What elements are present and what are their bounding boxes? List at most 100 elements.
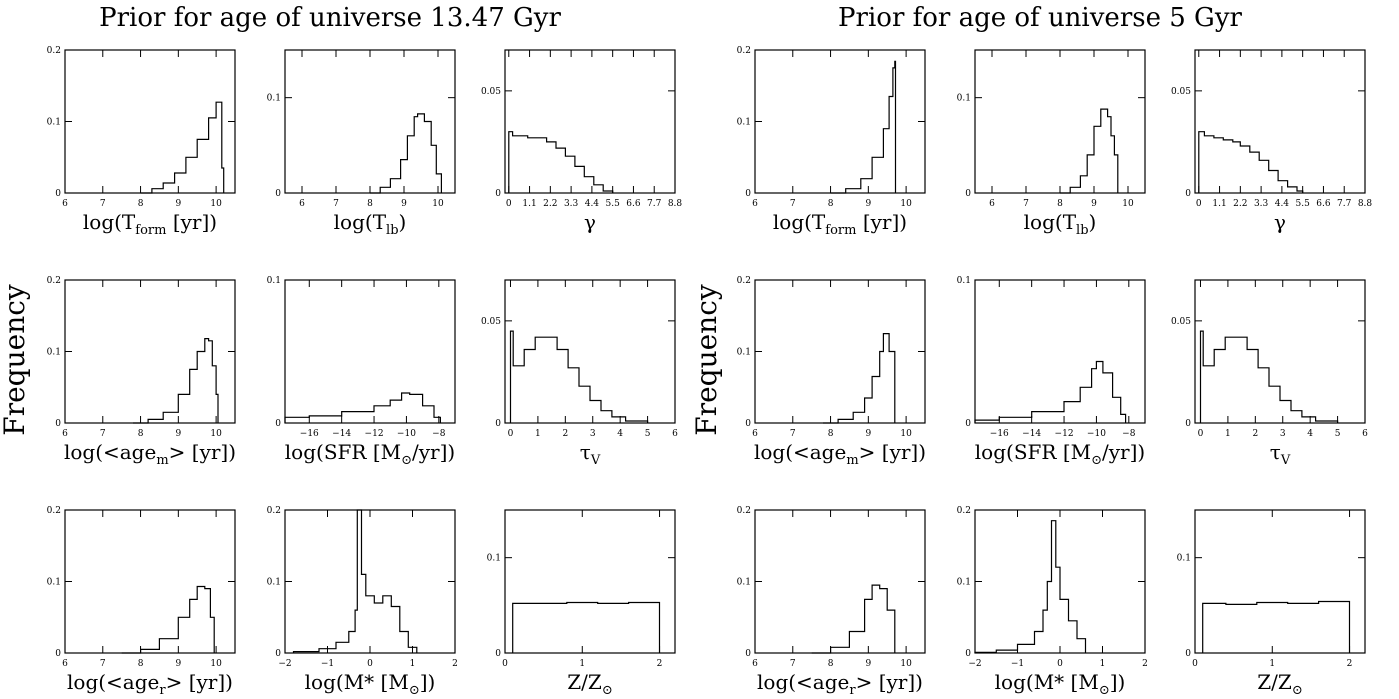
x-tick-label: 2.2 <box>543 199 557 209</box>
histogram-panel: 0 0.1 6 7 8 9 10 log(Tlb​) <box>267 49 456 238</box>
y-tick-label: 0 <box>495 649 501 659</box>
x-tick-label: 3 <box>1280 429 1286 439</box>
y-tick-label: 0 <box>965 189 971 199</box>
x-tick-label: 2 <box>452 659 458 669</box>
x-tick-label: 4.4 <box>1275 199 1290 209</box>
y-tick-label: 0.1 <box>1177 554 1191 564</box>
x-axis-label: log(Tlb​) <box>1024 210 1097 238</box>
y-tick-label: 0.1 <box>267 276 281 286</box>
y-tick-label: 0 <box>965 649 971 659</box>
x-axis-label: log(<agem​> [yr]) <box>754 440 926 468</box>
x-axis-label: log(<agem​> [yr]) <box>64 440 236 468</box>
x-tick-label: 2 <box>1347 659 1353 669</box>
x-tick-label: 9 <box>175 659 181 669</box>
histogram-series <box>1199 330 1339 423</box>
x-tick-label: −12 <box>365 429 384 439</box>
plot-frame <box>754 49 926 194</box>
x-axis-label: Z/Z⊙​ <box>567 670 612 698</box>
x-axis-label: log(<ager​> [yr]) <box>67 670 233 698</box>
x-tick-label: 9 <box>865 659 871 669</box>
x-tick-label: 0 <box>1192 659 1198 669</box>
x-tick-label: 7 <box>790 659 796 669</box>
y-tick-label: 0.05 <box>481 317 501 327</box>
y-tick-label: 0.1 <box>47 348 61 358</box>
y-tick-label: 0.1 <box>957 94 971 104</box>
x-tick-label: 6 <box>299 199 305 209</box>
plot-frame <box>64 279 236 424</box>
x-tick-label: 4 <box>617 429 623 439</box>
x-tick-label: 5 <box>1335 429 1341 439</box>
x-tick-label: 10 <box>900 429 912 439</box>
x-tick-label: 8.8 <box>668 199 683 209</box>
x-tick-label: 2 <box>1252 429 1258 439</box>
x-tick-label: 8 <box>138 659 144 669</box>
x-tick-label: 9 <box>401 199 407 209</box>
x-tick-label: −1 <box>321 659 334 669</box>
y-tick-label: 0.1 <box>47 118 61 128</box>
x-tick-label: 8.8 <box>1358 199 1373 209</box>
x-tick-label: 6 <box>62 429 68 439</box>
x-tick-label: 1 <box>1100 659 1106 669</box>
x-tick-label: −10 <box>1087 429 1106 439</box>
y-tick-label: 0.1 <box>47 578 61 588</box>
x-tick-label: 10 <box>1122 199 1134 209</box>
x-tick-label: 2 <box>1142 659 1148 669</box>
y-tick-label: 0.1 <box>737 578 751 588</box>
y-tick-label: 0.2 <box>47 46 61 56</box>
plot-frame <box>1194 509 1366 654</box>
histogram-series <box>512 601 661 653</box>
histogram-panel: 0 0.1 0 1 2 Z/Z⊙​ <box>487 509 676 698</box>
x-tick-label: 8 <box>138 429 144 439</box>
x-tick-label: 1 <box>410 659 416 669</box>
histogram-panel: 0 0.1 0 1 2 Z/Z⊙​ <box>1177 509 1366 698</box>
x-tick-label: 1 <box>1269 659 1275 669</box>
plot-frame <box>974 49 1146 194</box>
x-tick-label: 10 <box>210 429 222 439</box>
x-tick-label: 7 <box>100 199 106 209</box>
plot-frame <box>504 279 676 424</box>
x-tick-label: 6.6 <box>626 199 641 209</box>
x-tick-label: −16 <box>990 429 1009 439</box>
left-title: Prior for age of universe 13.47 Gyr <box>99 3 561 33</box>
x-tick-label: 0 <box>502 659 508 669</box>
y-tick-label: 0 <box>495 189 501 199</box>
x-tick-label: 7 <box>790 429 796 439</box>
y-tick-label: 0.1 <box>487 554 501 564</box>
x-tick-label: 8 <box>828 199 834 209</box>
x-tick-label: 1.1 <box>1212 199 1226 209</box>
x-tick-label: 2 <box>657 659 663 669</box>
x-tick-label: 3.3 <box>564 199 579 209</box>
x-tick-label: −2 <box>278 659 291 669</box>
y-tick-label: 0.1 <box>957 578 971 588</box>
x-tick-label: −1 <box>1011 659 1024 669</box>
y-tick-label: 0.2 <box>267 506 281 516</box>
x-tick-label: 6 <box>752 429 758 439</box>
plot-frame <box>1194 279 1366 424</box>
x-tick-label: 3 <box>590 429 596 439</box>
x-tick-label: 0 <box>1198 429 1204 439</box>
x-tick-label: 7.7 <box>647 199 662 209</box>
histogram-panel: 0 0.1 6 7 8 9 10 log(Tlb​) <box>957 49 1146 238</box>
x-tick-label: 9 <box>1091 199 1097 209</box>
x-axis-label: log(M* [M⊙​]) <box>305 670 436 698</box>
histogram-series <box>140 101 225 194</box>
x-tick-label: 4.4 <box>585 199 600 209</box>
x-tick-label: 5.5 <box>1296 199 1311 209</box>
x-axis-label: log(SFR [M⊙​/yr]) <box>285 440 455 468</box>
x-axis-label: log(M* [M⊙​]) <box>995 670 1126 698</box>
x-tick-label: 1 <box>1225 429 1231 439</box>
ylabel-right: Frequency <box>690 284 723 436</box>
histogram-series <box>974 520 1087 653</box>
x-tick-label: 6 <box>752 659 758 669</box>
y-tick-label: 0.2 <box>737 506 751 516</box>
x-tick-label: 7 <box>790 199 796 209</box>
histogram-series <box>133 338 219 424</box>
y-tick-label: 0 <box>1185 649 1191 659</box>
histogram-series <box>370 113 442 194</box>
